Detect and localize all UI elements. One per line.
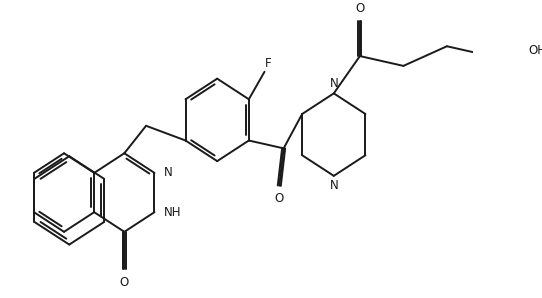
Text: N: N [330,179,338,192]
Text: F: F [264,58,272,70]
Text: O: O [275,192,284,205]
Text: N: N [330,77,338,90]
Text: O: O [355,2,365,15]
Text: NH: NH [164,206,182,219]
Text: N: N [164,166,173,179]
Text: O: O [120,276,129,289]
Text: OH: OH [528,44,542,57]
